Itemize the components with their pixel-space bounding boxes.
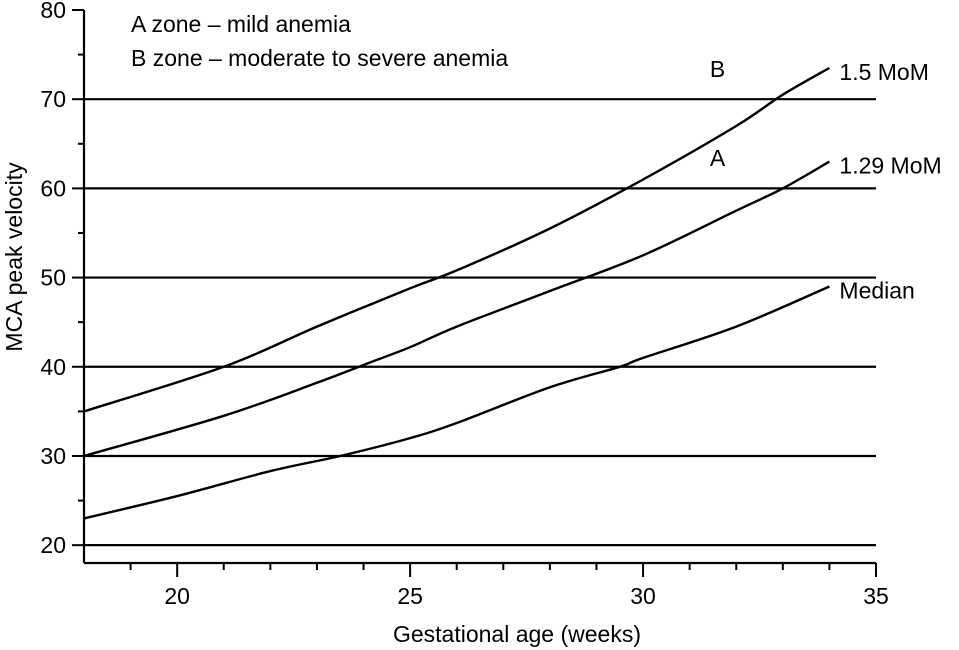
x-tick-label: 35 <box>863 583 889 609</box>
zone-label-a: A <box>710 145 726 171</box>
series-label-1-29-mom: 1.29 MoM <box>839 153 941 179</box>
x-tick-label: 20 <box>164 583 190 609</box>
series-lines <box>83 66 830 520</box>
y-tick-label: 70 <box>40 86 66 112</box>
series-line-1-5-mom <box>83 66 830 413</box>
axes <box>82 10 876 565</box>
legend-zone-b: B zone – moderate to severe anemia <box>131 45 508 71</box>
chart-labels: 1.5 MoM 1.29 MoM Median B A <box>710 56 942 304</box>
x-tick-label: 25 <box>397 583 423 609</box>
y-tick-label: 60 <box>40 175 66 201</box>
y-tick-label: 50 <box>40 265 66 291</box>
series-line-1-29-mom <box>83 160 830 458</box>
legend-zone-a: A zone – mild anemia <box>131 11 351 37</box>
x-axis-title: Gestational age (weeks) <box>393 621 641 647</box>
series-line-median <box>83 285 830 520</box>
x-tick-label: 30 <box>630 583 656 609</box>
zone-label-b: B <box>710 56 725 82</box>
y-tick-label: 20 <box>40 532 66 558</box>
series-label-1-5-mom: 1.5 MoM <box>839 59 928 85</box>
y-axis-title: MCA peak velocity <box>1 162 27 352</box>
gridlines <box>84 98 876 547</box>
y-tick-label: 30 <box>40 443 66 469</box>
axis-ticks: 20 30 40 50 60 70 80 20 25 30 35 <box>40 0 888 609</box>
y-tick-label: 80 <box>40 0 66 23</box>
y-tick-label: 40 <box>40 354 66 380</box>
series-label-median: Median <box>839 278 914 304</box>
